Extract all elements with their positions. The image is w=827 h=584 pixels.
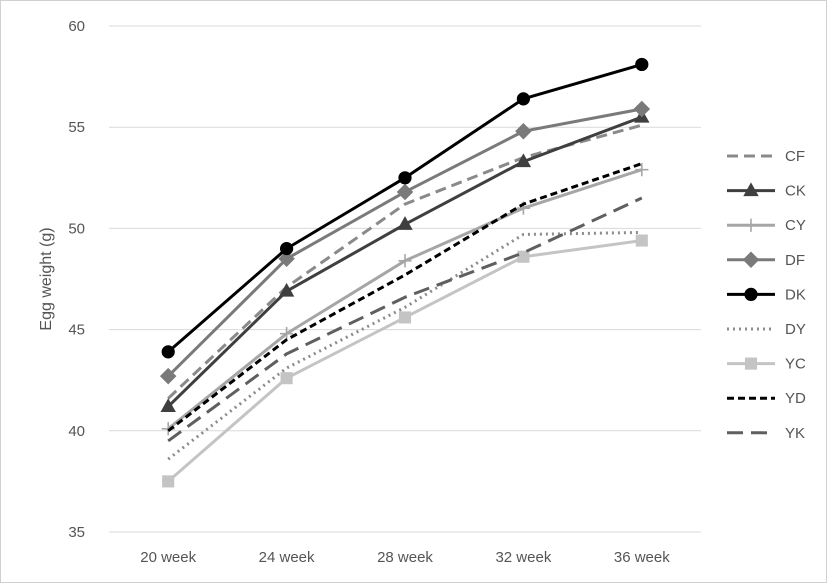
series-line (167, 162, 643, 432)
data-point (633, 100, 651, 118)
data-point (635, 57, 649, 72)
series-cf (167, 123, 643, 400)
data-point (396, 183, 414, 201)
series-ck (160, 108, 650, 413)
data-point (516, 92, 531, 106)
data-point (515, 153, 532, 168)
series-line (167, 123, 643, 400)
gridlines (109, 25, 701, 533)
data-point (278, 282, 295, 297)
data-point (743, 182, 759, 197)
data-point (635, 163, 649, 177)
series-yc (162, 234, 648, 488)
x-tick-label: 24 week (259, 549, 315, 566)
data-point (517, 250, 530, 263)
x-tick-label: 36 week (614, 549, 670, 566)
legend-item: DF (727, 251, 805, 269)
legend-label: YC (785, 356, 806, 373)
series-lines (159, 57, 651, 488)
data-point (160, 398, 176, 413)
legend-label: CK (785, 183, 806, 200)
legend-item: CY (727, 217, 806, 234)
data-point (397, 216, 413, 230)
series-line (167, 196, 643, 443)
series-yd (167, 162, 643, 432)
legend-item: CF (727, 148, 805, 165)
series-line (167, 239, 643, 483)
legend-label: DF (785, 252, 805, 269)
legend-label: DK (785, 286, 806, 303)
data-point (280, 327, 294, 341)
series-line (167, 63, 643, 353)
y-axis-ticks: 35 40 45 50 55 60 (68, 18, 85, 541)
x-axis-ticks: 20 week 24 week 28 week 32 week 36 week (140, 549, 670, 566)
series-cy (161, 163, 649, 436)
x-tick-label: 20 week (140, 549, 196, 566)
data-point (280, 242, 294, 256)
y-tick-label: 45 (68, 322, 85, 339)
series-yk (167, 196, 643, 443)
y-axis-title: Egg weight (g) (38, 227, 55, 330)
y-tick-label: 55 (68, 119, 85, 136)
data-point (278, 250, 295, 268)
data-point (161, 345, 175, 359)
legend: CF CK CY DF DK DY YC YD YK (727, 148, 806, 442)
legend-item: YD (727, 390, 806, 407)
data-point (635, 234, 648, 247)
data-point (162, 475, 175, 488)
data-point (159, 367, 177, 385)
legend-item: DY (727, 321, 806, 338)
legend-label: YK (785, 425, 805, 442)
data-point (515, 122, 532, 140)
legend-item: DK (727, 286, 806, 303)
y-tick-label: 40 (68, 423, 85, 440)
legend-item: YK (727, 425, 805, 442)
legend-label: CF (785, 148, 805, 165)
series-dk (161, 57, 649, 359)
data-point (744, 357, 758, 370)
legend-item: YC (727, 356, 806, 373)
legend-item: CK (727, 182, 806, 200)
legend-label: YD (785, 390, 806, 407)
data-point (398, 171, 412, 185)
y-tick-label: 60 (68, 18, 85, 35)
x-tick-label: 32 week (495, 549, 551, 566)
data-point (744, 287, 758, 301)
x-tick-label: 28 week (377, 549, 433, 566)
series-df (159, 100, 651, 385)
data-point (280, 372, 293, 385)
series-line (167, 230, 642, 461)
legend-label: CY (785, 217, 806, 234)
data-point (742, 251, 760, 269)
data-point (398, 254, 412, 268)
data-point (744, 218, 758, 232)
series-dy (167, 230, 642, 461)
y-tick-label: 35 (68, 524, 85, 541)
data-point (398, 311, 412, 324)
y-tick-label: 50 (68, 220, 85, 237)
legend-label: DY (785, 321, 806, 338)
